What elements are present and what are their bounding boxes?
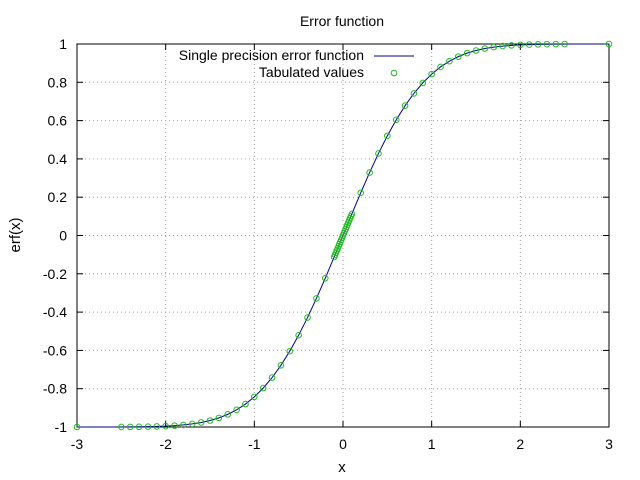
tabulated-point <box>543 40 551 48</box>
tabulated-point <box>437 63 444 71</box>
tabulated-point <box>490 43 498 51</box>
x-axis-label: x <box>338 459 346 476</box>
tabulated-point <box>605 40 613 48</box>
tabulated-point <box>268 374 276 381</box>
tabulated-point <box>144 423 152 430</box>
tabulated-point <box>517 41 524 49</box>
tabulated-point <box>392 116 400 124</box>
x-tick-labels: -3 -2 -1 0 1 2 3 <box>71 436 613 452</box>
tabulated-point <box>295 331 302 339</box>
tabulated-point <box>242 400 249 408</box>
y-tick-label: -0.8 <box>43 381 67 397</box>
legend-label-tabulated: Tabulated values <box>259 64 364 80</box>
tabulated-point <box>552 40 560 48</box>
tabulated-point <box>419 79 427 87</box>
tabulated-point <box>463 49 471 57</box>
y-tick-label: -0.2 <box>43 266 67 282</box>
tabulated-point <box>561 40 568 48</box>
y-tick-label: 0.2 <box>48 189 68 205</box>
tabulated-point <box>348 210 356 218</box>
tabulated-point <box>197 419 205 426</box>
y-tick-label: -0.6 <box>43 342 67 358</box>
tabulated-point <box>153 423 161 430</box>
tabulated-point <box>73 423 81 431</box>
tabulated-point <box>534 41 542 48</box>
tabulated-point <box>286 347 294 355</box>
x-tick-label: -2 <box>159 436 172 452</box>
x-tick-label: 0 <box>339 436 347 452</box>
tabulated-point <box>118 423 125 431</box>
tabulated-point <box>251 393 258 401</box>
legend: Single precision error function Tabulate… <box>179 47 414 80</box>
y-tick-label: 0.8 <box>48 74 68 90</box>
tabulated-point <box>171 422 178 429</box>
tabulated-point <box>277 362 285 369</box>
chart-title: Error function <box>300 13 384 29</box>
legend-swatch-tabulated <box>390 69 398 77</box>
x-tick-label: -3 <box>71 436 84 452</box>
y-tick-label: 0.4 <box>48 151 68 167</box>
tabulated-point <box>215 414 223 422</box>
tabulated-point <box>126 423 134 431</box>
y-axis-label: erf(x) <box>7 218 24 253</box>
tabulated-point <box>321 274 329 282</box>
tabulated-point <box>357 189 365 197</box>
tabulated-point <box>180 421 187 429</box>
tabulated-point <box>410 90 418 97</box>
y-tick-label: 1 <box>59 36 67 52</box>
tabulated-point <box>206 417 214 424</box>
y-tick-label: -1 <box>55 419 68 435</box>
tabulated-point <box>375 150 382 157</box>
tabulated-point <box>454 53 462 60</box>
tabulated-point <box>304 314 311 321</box>
tabulated-point <box>135 423 143 431</box>
tabulated-point <box>499 42 506 50</box>
y-tick-label: -0.4 <box>43 304 67 320</box>
tabulated-point <box>428 70 435 78</box>
tabulated-point <box>259 384 267 392</box>
tabulated-point <box>233 406 240 414</box>
y-tick-label: 0.6 <box>48 113 68 129</box>
y-tick-labels: -1 -0.8 -0.6 -0.4 -0.2 0 0.2 0.4 0.6 0.8 1 <box>43 36 67 435</box>
x-tick-label: 1 <box>428 436 436 452</box>
tabulated-point <box>446 57 453 65</box>
x-tick-label: -1 <box>248 436 261 452</box>
grid-lines <box>77 44 609 427</box>
tabulated-point <box>472 47 480 54</box>
x-tick-label: 2 <box>516 436 524 452</box>
y-tick-label: 0 <box>59 228 67 244</box>
tabulated-point <box>384 132 391 140</box>
tabulated-point <box>366 169 373 176</box>
tabulated-point <box>525 41 533 48</box>
tabulated-point <box>313 295 320 302</box>
x-tick-label: 3 <box>605 436 613 452</box>
tabulated-point <box>508 42 515 49</box>
tabulated-point <box>481 45 489 52</box>
tabulated-point <box>188 420 196 428</box>
tabulated-point <box>162 422 169 430</box>
tabulated-point <box>401 102 409 109</box>
tabulated-point <box>224 411 232 418</box>
plot-frame <box>76 43 610 428</box>
series-points-tabulated <box>73 40 613 431</box>
legend-label-erf: Single precision error function <box>179 47 364 63</box>
